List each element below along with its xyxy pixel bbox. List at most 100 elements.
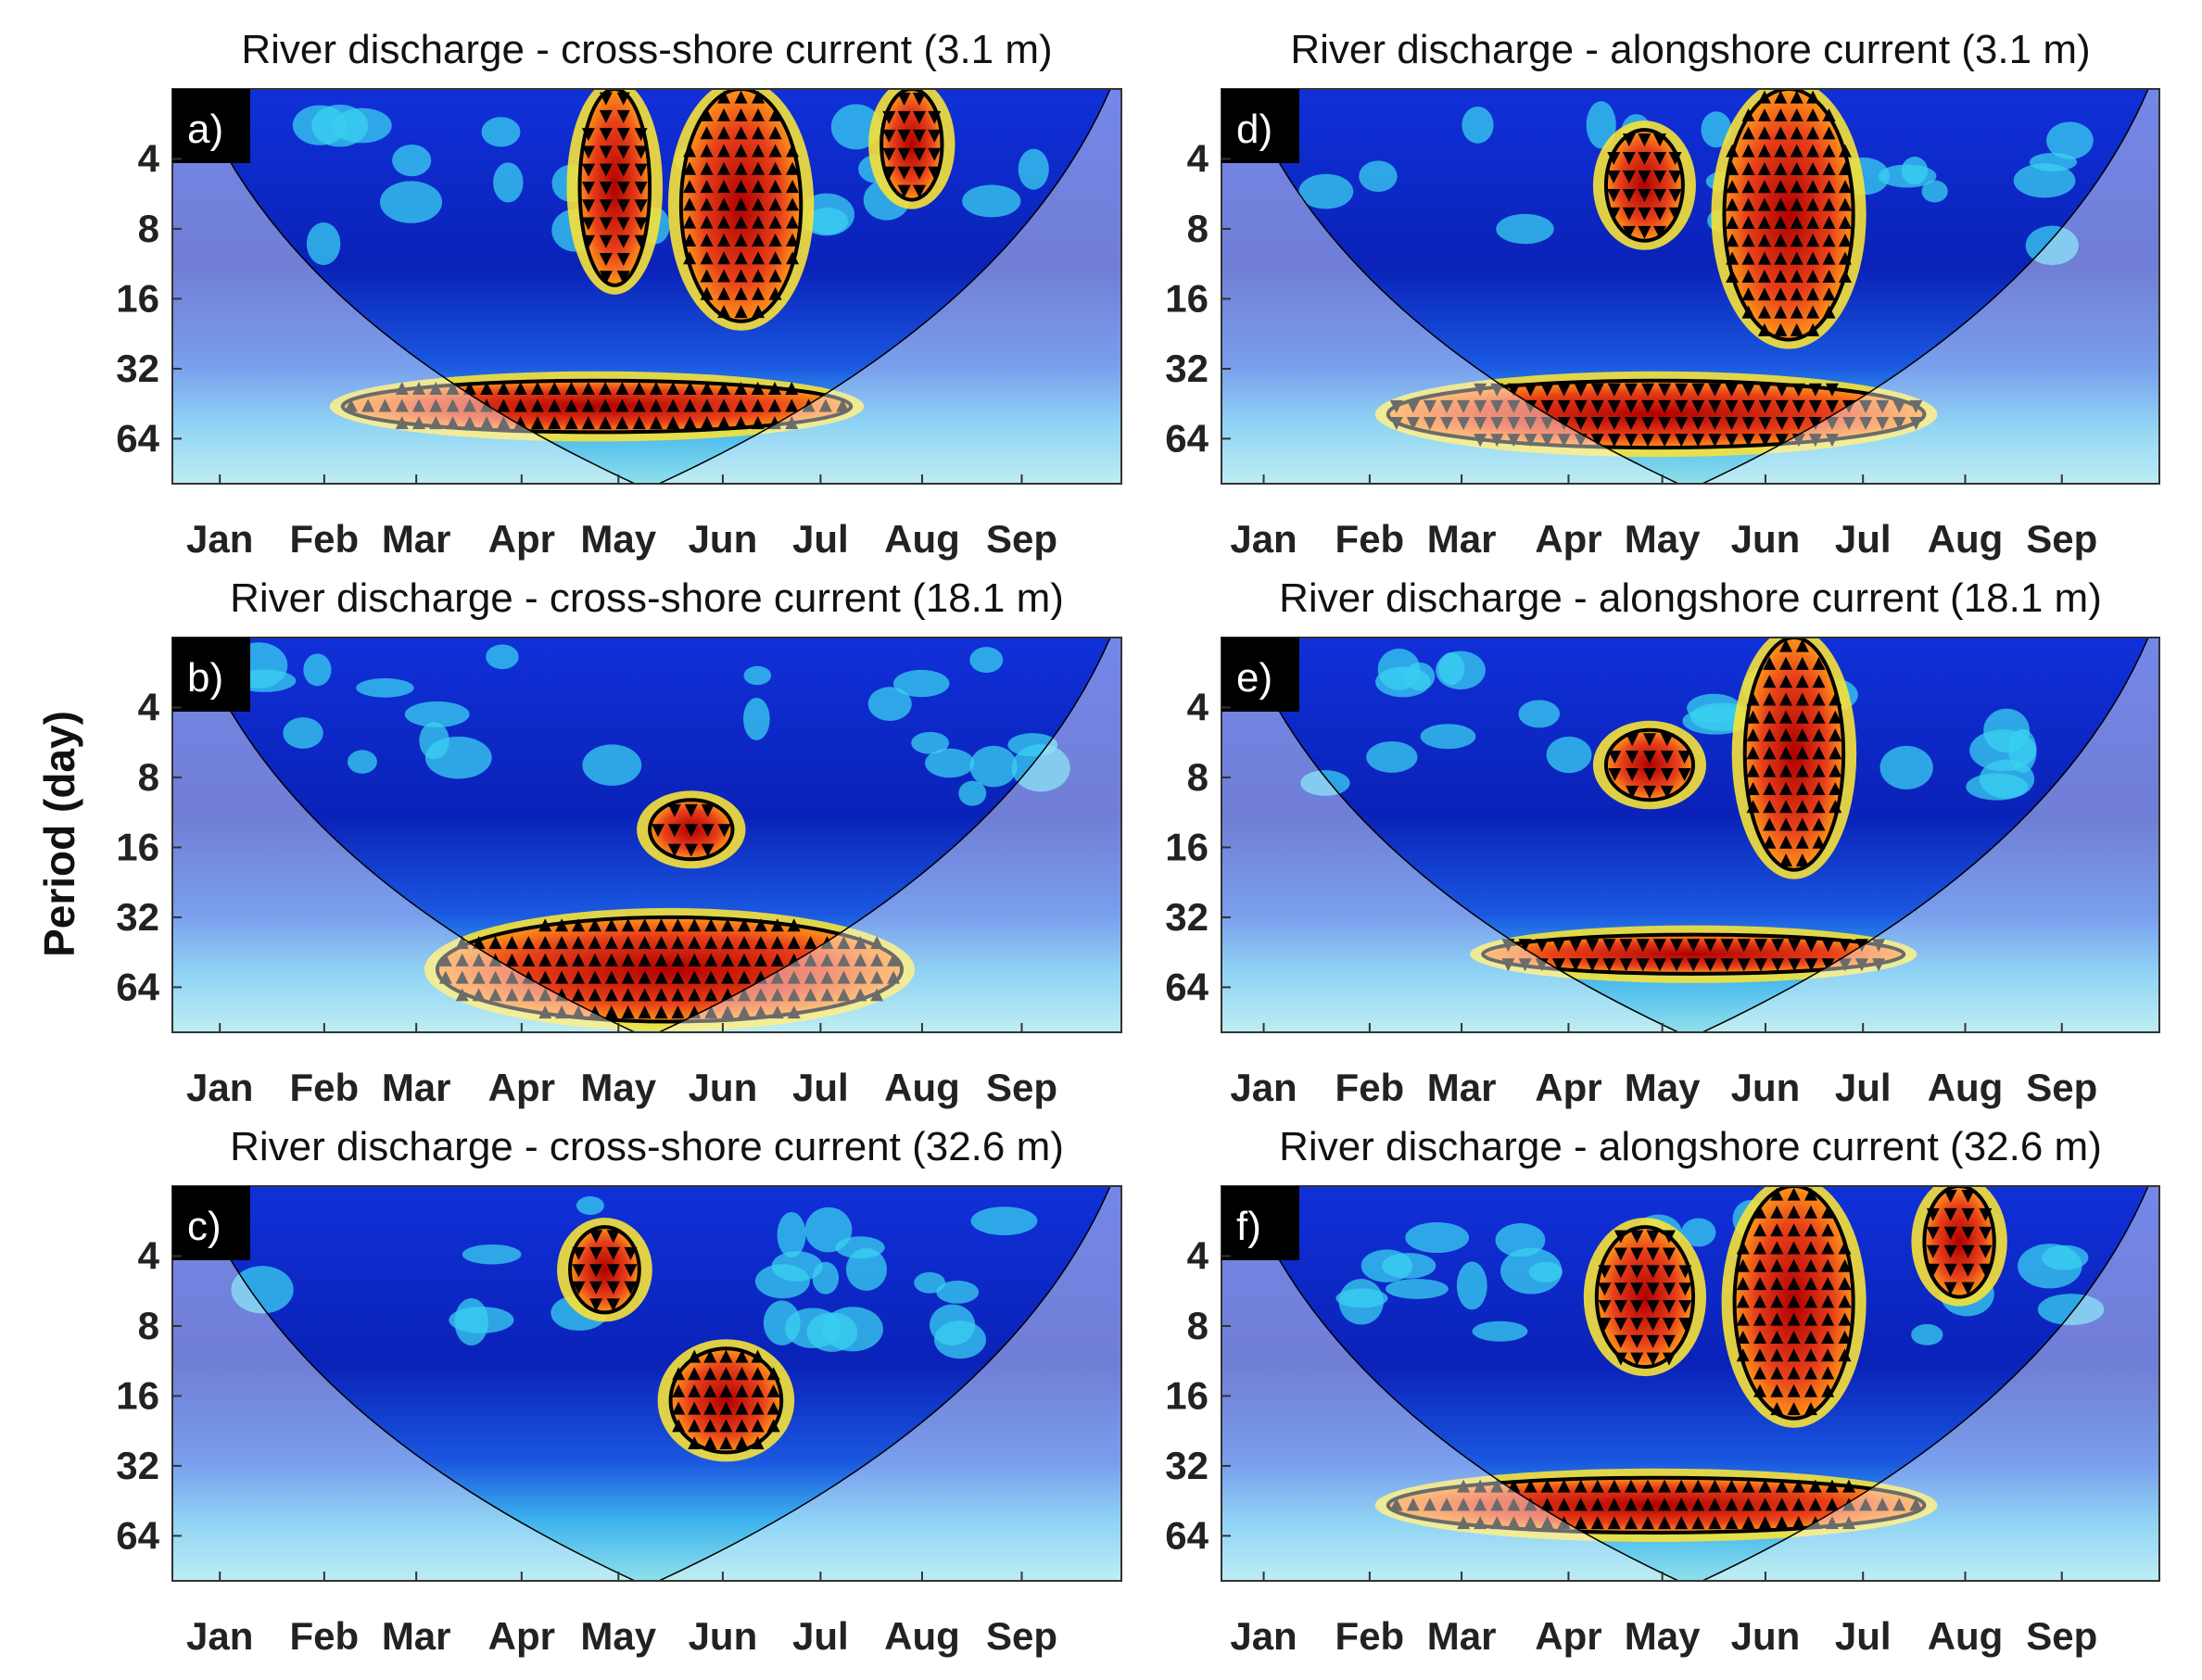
phase-arrow (1753, 939, 1767, 953)
x-tick-label: Jul (792, 1066, 849, 1109)
phase-arrow (717, 197, 731, 211)
low-coherence-patch (419, 721, 449, 760)
phase-arrow (1557, 434, 1571, 448)
phase-arrow (700, 126, 714, 140)
phase-arrow (1795, 835, 1809, 849)
phase-arrow (766, 1383, 780, 1397)
phase-arrow (1763, 675, 1777, 688)
phase-arrow (703, 1383, 717, 1397)
phase-arrow (606, 1246, 620, 1260)
phase-arrow (688, 970, 702, 984)
phase-arrow (1746, 746, 1760, 760)
cone-of-influence-line (194, 638, 1111, 1032)
phase-arrow (599, 109, 613, 123)
phase-arrow (1838, 1258, 1852, 1272)
phase-arrow (1574, 1516, 1588, 1530)
phase-arrow (912, 147, 926, 161)
phase-arrow (1646, 1334, 1660, 1348)
phase-arrow (1535, 939, 1549, 953)
phase-arrow (752, 305, 766, 319)
phase-arrow (1825, 399, 1839, 413)
phase-arrow (770, 953, 784, 966)
phase-arrow (688, 918, 702, 932)
phase-arrow (1795, 853, 1809, 867)
phase-arrow (1821, 1223, 1835, 1237)
phase-arrow (1979, 1244, 1993, 1258)
phase-arrow (1658, 399, 1672, 413)
phase-arrow (615, 382, 629, 396)
phase-arrow (1822, 107, 1836, 121)
phase-arrow (1653, 207, 1667, 221)
phase-arrow (572, 936, 586, 950)
phase-arrow (472, 936, 486, 950)
phase-arrow (786, 251, 800, 265)
phase-arrow (1790, 144, 1803, 158)
phase-arrow (1774, 234, 1788, 247)
phase-arrow (1662, 1265, 1676, 1279)
low-coherence-patch (1518, 700, 1561, 728)
phase-arrow (1652, 958, 1666, 972)
phase-arrow (1803, 1241, 1817, 1255)
phase-arrow (1741, 161, 1755, 175)
y-tick-label: 32 (1165, 1444, 1209, 1487)
phase-arrow (538, 1005, 552, 1019)
phase-arrow (1406, 399, 1420, 413)
phase-arrow (1746, 728, 1760, 742)
x-tick-label: Jun (1731, 1614, 1801, 1658)
phase-arrow (1803, 1330, 1817, 1344)
phase-arrow (1787, 1241, 1801, 1255)
x-tick-label: Aug (1928, 517, 2004, 561)
phase-arrow (429, 398, 443, 412)
phase-arrow (1590, 1497, 1604, 1511)
phase-arrow (717, 269, 731, 283)
low-coherence-patch (392, 144, 432, 177)
y-tick-label: 16 (116, 276, 159, 320)
phase-arrow (703, 1367, 717, 1381)
phase-arrow (700, 215, 714, 229)
phase-arrow (735, 1383, 749, 1397)
x-tick-label: Apr (488, 517, 555, 561)
phase-arrow (1574, 399, 1588, 413)
phase-arrow (1660, 751, 1674, 764)
phase-arrow (1619, 939, 1633, 953)
low-coherence-patch (462, 1244, 522, 1265)
phase-arrow (1763, 710, 1777, 724)
phase-arrow (1770, 1205, 1784, 1219)
phase-arrow (1607, 207, 1621, 221)
phase-arrow (870, 970, 884, 984)
phase-arrow (751, 1383, 765, 1397)
phase-arrow (1726, 197, 1740, 211)
phase-arrow (1771, 939, 1785, 953)
phase-arrow (1961, 1263, 1975, 1277)
phase-arrow (1474, 434, 1487, 448)
phase-arrow (1590, 417, 1604, 431)
phase-arrow (1790, 126, 1803, 140)
phase-arrow (734, 197, 748, 211)
phase-arrow (1457, 417, 1471, 431)
phase-arrow (616, 163, 630, 177)
phase-arrow (522, 936, 536, 950)
phase-arrow (1838, 215, 1852, 229)
phase-arrow (751, 398, 765, 412)
phase-arrow (1551, 958, 1565, 972)
phase-arrow (1641, 417, 1655, 431)
y-axis-title: Period (day) (35, 711, 83, 957)
phase-arrow (634, 217, 648, 231)
phase-arrow (700, 144, 714, 158)
low-coherence-patch (763, 1300, 801, 1345)
phase-arrow (572, 953, 586, 966)
phase-arrow (599, 234, 613, 248)
phase-arrow (1774, 215, 1788, 229)
phase-arrow (717, 180, 731, 194)
phase-arrow (751, 1367, 765, 1381)
x-tick-label: Apr (1535, 517, 1601, 561)
phase-arrow (703, 1436, 717, 1450)
phase-arrow (1854, 958, 1868, 972)
phase-arrow (1909, 1497, 1923, 1511)
phase-arrow (1602, 939, 1616, 953)
phase-arrow (634, 145, 648, 159)
phase-arrow (768, 269, 782, 283)
phase-arrow (1763, 817, 1777, 831)
panel-title: River discharge - cross-shore current (1… (230, 575, 1064, 621)
phase-arrow (1790, 234, 1803, 247)
